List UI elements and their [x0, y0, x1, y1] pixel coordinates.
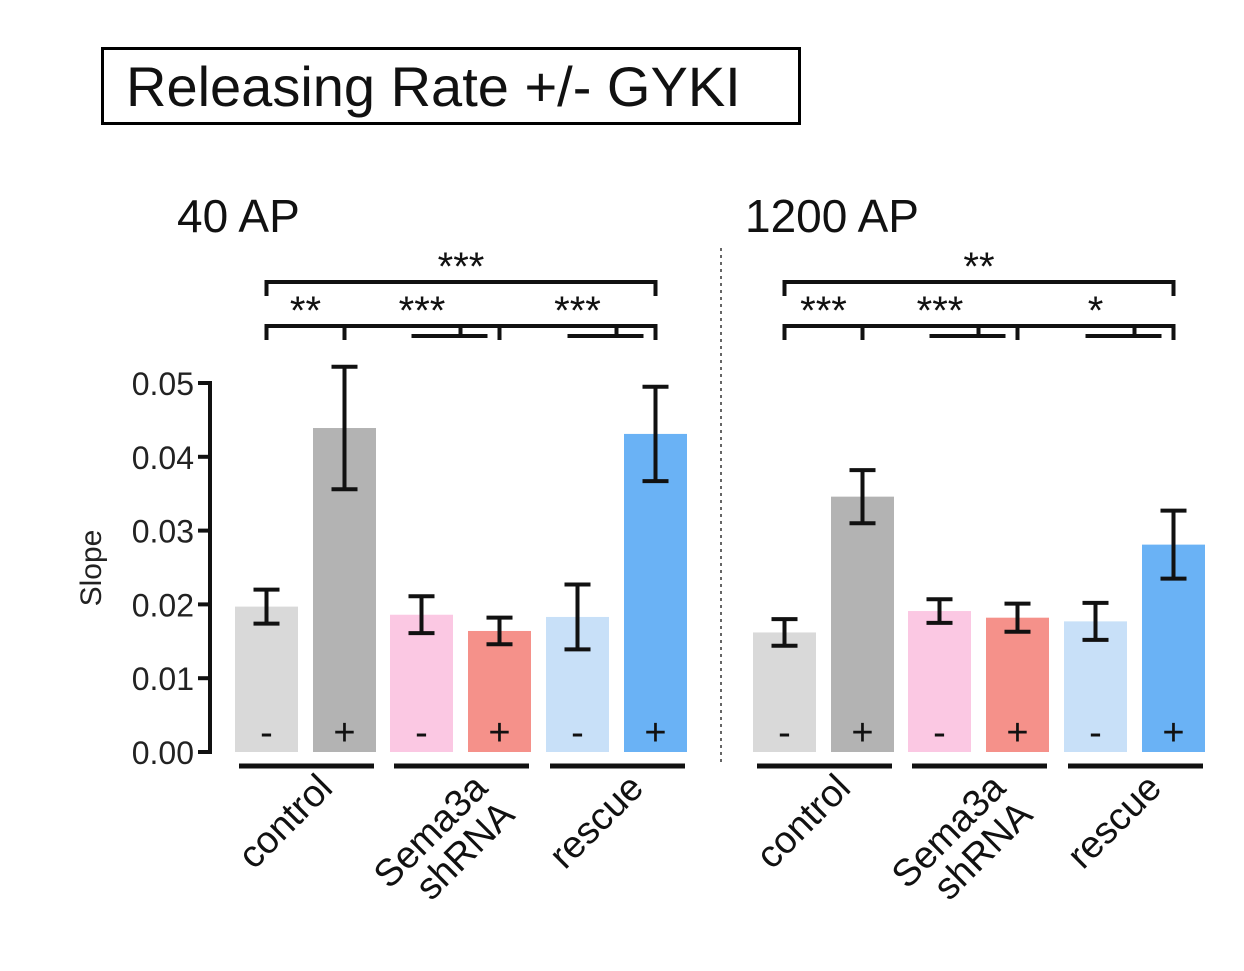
significance-subbracket: [929, 326, 1006, 338]
bar: [753, 632, 816, 752]
significance-bracket: [497, 324, 658, 340]
significance-label: ***: [800, 289, 847, 333]
group-label: Sema3ashRNA: [884, 766, 1041, 923]
significance-label: ***: [399, 289, 446, 333]
gyki-sign-label: +: [1162, 712, 1184, 754]
y-tick-label: 0.01: [132, 661, 194, 697]
group-label: rescue: [1060, 767, 1170, 877]
group-label: Sema3ashRNA: [366, 766, 523, 923]
significance-bracket: [264, 280, 658, 296]
group-label: rescue: [542, 767, 652, 877]
gyki-sign-label: -: [1089, 712, 1102, 754]
significance-subbracket: [567, 326, 644, 338]
significance-label: *: [1088, 289, 1104, 333]
gyki-sign-label: +: [488, 712, 510, 754]
gyki-sign-label: +: [1006, 712, 1028, 754]
panel-title: 1200 AP: [745, 190, 919, 242]
gyki-sign-label: -: [260, 712, 273, 754]
figure-title: Releasing Rate +/- GYKI: [101, 47, 801, 125]
significance-label: ***: [554, 289, 601, 333]
gyki-sign-label: -: [778, 712, 791, 754]
panel-title: 40 AP: [177, 190, 300, 242]
bar: [908, 611, 971, 752]
bar: [624, 433, 687, 752]
significance-subbracket: [1085, 326, 1162, 338]
y-tick-label: 0.03: [132, 514, 194, 550]
bar: [390, 614, 453, 752]
gyki-sign-label: +: [644, 712, 666, 754]
group-label: control: [749, 767, 859, 877]
gyki-sign-label: -: [415, 712, 428, 754]
group-label-line: control: [231, 767, 341, 877]
y-tick-label: 0.05: [132, 366, 194, 402]
gyki-sign-label: +: [851, 712, 873, 754]
gyki-sign-label: -: [933, 712, 946, 754]
y-tick-label: 0.00: [132, 735, 194, 771]
y-tick-label: 0.04: [132, 440, 194, 476]
y-axis-label: Slope: [75, 530, 108, 607]
significance-label: ***: [917, 289, 964, 333]
group-label-line: rescue: [1060, 767, 1170, 877]
significance-bracket: [782, 280, 1176, 296]
bar: [986, 617, 1049, 752]
significance-label: **: [290, 289, 321, 333]
gyki-sign-label: +: [333, 712, 355, 754]
significance-subbracket: [411, 326, 488, 338]
group-label-line: control: [749, 767, 859, 877]
significance-label: **: [963, 245, 994, 289]
bar: [468, 630, 531, 752]
bar: [1064, 621, 1127, 752]
gyki-sign-label: -: [571, 712, 584, 754]
bar: [235, 606, 298, 752]
bar: [831, 496, 894, 752]
y-tick-label: 0.02: [132, 587, 194, 623]
significance-bracket: [1015, 324, 1176, 340]
group-label: control: [231, 767, 341, 877]
significance-label: ***: [438, 245, 485, 289]
group-label-line: rescue: [542, 767, 652, 877]
